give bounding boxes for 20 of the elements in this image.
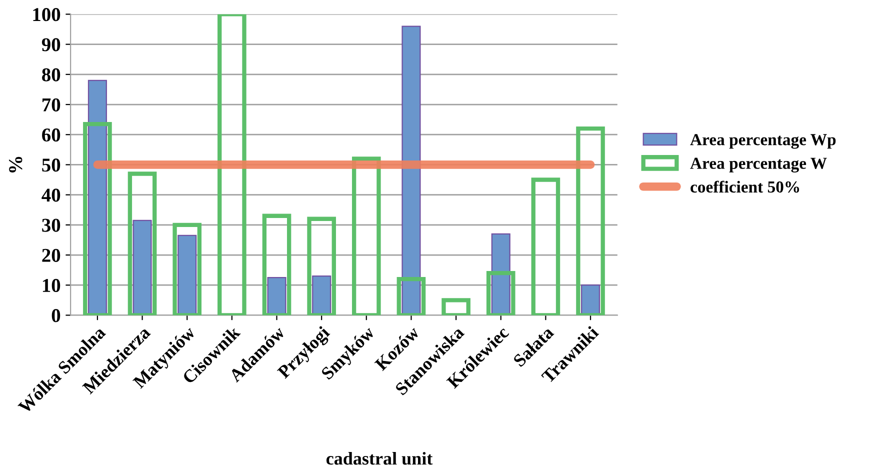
bar	[580, 284, 600, 316]
y-tick-label: 80	[42, 68, 60, 82]
y-tick-label: 40	[42, 188, 60, 202]
y-tick-label: 30	[42, 218, 60, 232]
y-tick-label: 50	[42, 158, 60, 172]
y-tick-label: 20	[42, 248, 60, 262]
x-axis-title: cadastral unit	[326, 452, 433, 465]
bar	[132, 220, 152, 316]
legend-label: Area percentage Wp	[690, 134, 836, 149]
bar	[267, 277, 286, 316]
y-tick-label: 90	[42, 38, 60, 52]
legend-label: coefficient 50%	[690, 180, 800, 193]
y-axis-title: %	[9, 156, 22, 172]
legend-label: Area percentage W	[690, 158, 827, 172]
y-tick-label: 0	[52, 309, 60, 322]
bar	[312, 276, 332, 316]
y-tick-label: 70	[42, 98, 60, 112]
y-tick-label: 10	[42, 278, 60, 292]
y-tick-label: 60	[42, 128, 60, 142]
y-tick-label: 100	[33, 8, 60, 22]
